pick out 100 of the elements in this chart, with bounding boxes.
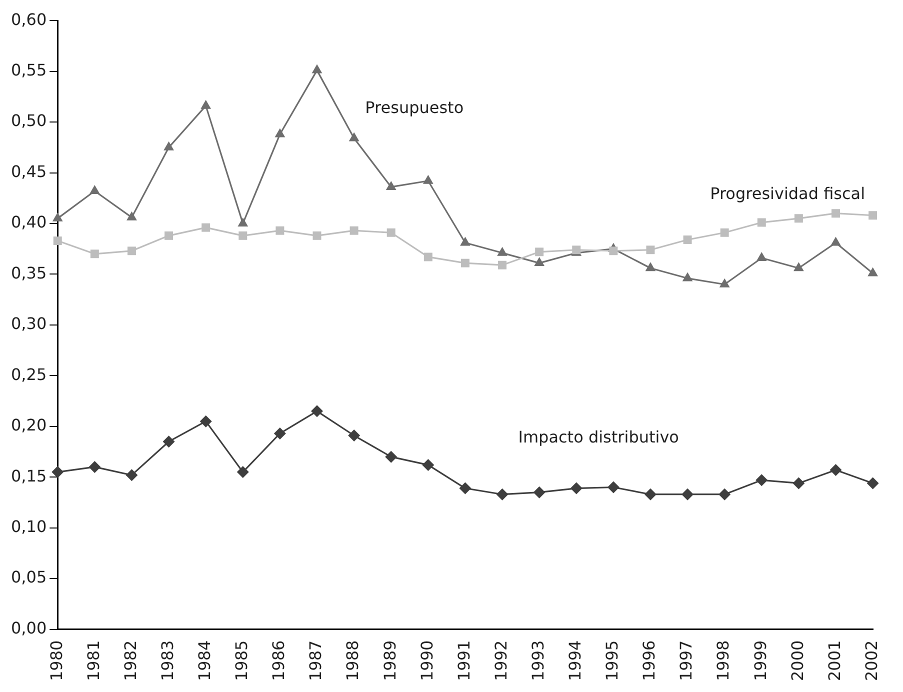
point <box>534 257 545 266</box>
y-tick-label: 0,55 <box>11 60 47 80</box>
point <box>644 488 656 500</box>
y-tick-label: 0,45 <box>11 162 47 181</box>
point <box>274 128 286 138</box>
point <box>792 477 805 490</box>
point <box>459 482 472 494</box>
point <box>756 252 767 261</box>
x-tick-label: 1985 <box>232 640 252 681</box>
point <box>756 474 768 486</box>
text: Impacto distributivo <box>518 428 679 447</box>
point <box>682 272 693 282</box>
point <box>348 430 360 442</box>
point <box>645 262 656 272</box>
point <box>53 236 62 245</box>
point <box>312 231 322 240</box>
y-tick-label: 0,35 <box>11 263 47 282</box>
point <box>200 100 212 109</box>
point <box>348 132 360 142</box>
point <box>570 482 582 494</box>
x-tick-label: 1992 <box>491 640 510 681</box>
point <box>496 488 508 500</box>
x-tick-label: 1995 <box>602 640 622 681</box>
x-tick-label: 2002 <box>862 640 881 681</box>
point <box>832 209 840 218</box>
point <box>868 211 878 220</box>
x-tick-label: 1991 <box>454 640 474 681</box>
point <box>52 466 64 478</box>
point <box>90 250 99 258</box>
point <box>424 252 432 262</box>
point <box>202 223 210 232</box>
x-tick-label: 1981 <box>84 640 103 681</box>
y-tick-label: 0,10 <box>11 516 47 536</box>
y-tick-label: 0,05 <box>11 568 47 587</box>
point <box>793 262 804 272</box>
point <box>683 235 692 244</box>
point <box>126 211 137 220</box>
point <box>162 436 175 448</box>
point <box>200 415 212 428</box>
point <box>422 174 434 184</box>
point <box>533 486 546 498</box>
point <box>236 466 249 478</box>
point <box>498 260 507 270</box>
x-tick-label: 1983 <box>158 640 177 681</box>
point <box>460 236 470 246</box>
series-label: Presupuesto <box>365 98 464 118</box>
point <box>719 278 730 288</box>
point <box>609 246 618 256</box>
x-tick-label: 1980 <box>46 640 66 681</box>
y-tick-label: 0,60 <box>11 10 47 29</box>
x-tick-label: 2000 <box>788 640 807 681</box>
x-tick-label: 1993 <box>528 640 548 681</box>
point <box>386 180 396 190</box>
x-tick-label: 1998 <box>714 640 733 681</box>
point <box>866 477 879 490</box>
point <box>52 212 63 222</box>
point <box>646 246 655 254</box>
point <box>682 488 694 500</box>
x-tick-label: 1996 <box>640 640 659 681</box>
point <box>238 231 248 240</box>
point <box>718 488 731 500</box>
point <box>757 218 766 227</box>
x-tick-label: 1997 <box>676 640 696 681</box>
point <box>238 217 248 226</box>
point <box>830 464 842 476</box>
point <box>720 228 729 237</box>
point <box>535 248 544 256</box>
point <box>127 246 136 256</box>
point <box>830 236 841 246</box>
x-tick-label: 1988 <box>343 640 362 681</box>
series-label: Progresividad fiscal <box>710 184 866 204</box>
point <box>386 228 396 237</box>
point <box>868 267 878 276</box>
point <box>312 64 322 74</box>
point <box>350 226 358 235</box>
point <box>89 185 100 194</box>
point <box>126 469 138 482</box>
y-tick-label: 0,15 <box>11 466 47 486</box>
y-tick-label: 0,00 <box>11 618 47 638</box>
point <box>164 231 174 240</box>
point <box>164 141 174 150</box>
x-tick-label: 1984 <box>194 640 214 681</box>
x-tick-label: 1999 <box>750 640 770 681</box>
y-tick-label: 0,30 <box>11 314 47 334</box>
y-tick-label: 0,20 <box>11 416 47 435</box>
y-tick-label: 0,50 <box>11 111 47 130</box>
point <box>385 450 398 463</box>
point <box>276 226 284 235</box>
point <box>274 427 286 440</box>
x-tick-label: 1994 <box>566 640 585 681</box>
x-tick-label: 2001 <box>824 640 844 681</box>
point <box>607 481 620 494</box>
point <box>88 460 101 473</box>
point <box>422 458 434 471</box>
x-tick-label: 1987 <box>306 640 326 681</box>
y-tick-label: 0,40 <box>11 212 47 232</box>
point <box>497 246 508 256</box>
x-tick-label: 1982 <box>120 640 140 681</box>
point <box>460 258 470 268</box>
point <box>311 405 323 418</box>
